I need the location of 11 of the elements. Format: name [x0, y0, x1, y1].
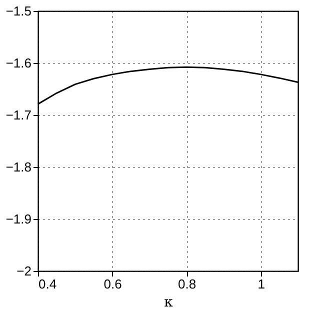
x-tick-label: 0.4 [38, 276, 57, 292]
x-axis-title: κ [164, 294, 174, 310]
x-tick-label: 0.6 [104, 276, 122, 292]
y-tick-label: −1.7 [6, 108, 32, 122]
y-tick-label: −1.8 [6, 160, 32, 174]
x-tick-label: 1 [258, 276, 265, 292]
x-tick-label: 0.8 [178, 276, 196, 292]
y-tick-label: −2 [16, 264, 32, 278]
y-tick-label: −1.9 [6, 212, 32, 226]
y-tick-label: −1.6 [6, 56, 32, 70]
y-tick-label: −1.5 [6, 4, 32, 18]
